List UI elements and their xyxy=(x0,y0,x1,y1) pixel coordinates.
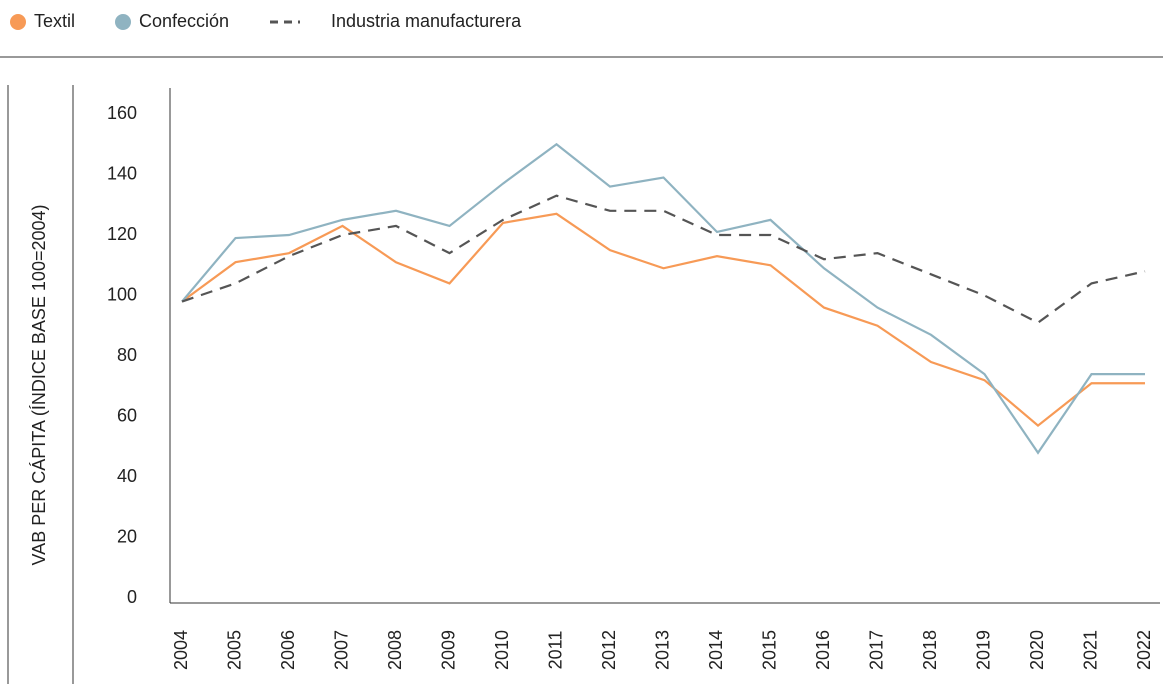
x-tick-label: 2014 xyxy=(706,630,726,670)
x-tick-label: 2005 xyxy=(224,630,244,670)
y-tick-label: 40 xyxy=(117,466,137,486)
y-tick-label: 120 xyxy=(107,224,137,244)
x-tick-label: 2011 xyxy=(545,631,565,670)
y-tick-label: 160 xyxy=(107,103,137,123)
x-tick-label: 2019 xyxy=(973,630,993,670)
series-line xyxy=(181,212,1145,427)
x-tick-label: 2020 xyxy=(1027,630,1047,670)
legend-label: Textil xyxy=(34,11,75,31)
x-tick-label: 2009 xyxy=(438,630,458,670)
legend-label: Confección xyxy=(139,11,229,31)
x-tick-label: 2013 xyxy=(652,630,672,670)
x-tick-label: 2018 xyxy=(920,630,940,670)
y-tick-label: 80 xyxy=(117,345,137,365)
y-tick-label: 20 xyxy=(117,526,137,546)
legend-label: Industria manufacturera xyxy=(331,11,522,31)
y-tick-label: 60 xyxy=(117,405,137,425)
series-line xyxy=(181,142,1145,455)
x-tick-label: 2016 xyxy=(813,630,833,670)
x-tick-label: 2015 xyxy=(759,630,779,670)
legend-swatch xyxy=(115,14,131,30)
series-line xyxy=(181,194,1146,325)
x-tick-label: 2007 xyxy=(331,630,351,670)
x-tick-label: 2017 xyxy=(866,630,886,670)
x-tick-label: 2021 xyxy=(1080,630,1100,670)
y-tick-label: 140 xyxy=(107,163,137,183)
x-tick-label: 2022 xyxy=(1134,630,1154,670)
x-tick-label: 2008 xyxy=(385,630,405,670)
x-tick-label: 2010 xyxy=(492,630,512,670)
x-tick-label: 2012 xyxy=(599,630,619,670)
y-tick-label: 100 xyxy=(107,284,137,304)
x-tick-label: 2006 xyxy=(278,630,298,670)
legend-swatch xyxy=(10,14,26,30)
y-tick-label: 0 xyxy=(127,587,137,607)
x-tick-label: 2004 xyxy=(171,630,191,670)
y-axis-label: VAB PER CÁPITA (ÍNDICE BASE 100=2004) xyxy=(29,205,49,566)
